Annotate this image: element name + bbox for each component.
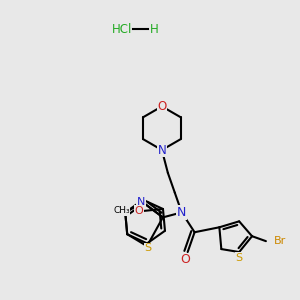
Text: CH₃: CH₃ bbox=[113, 206, 130, 215]
Text: S: S bbox=[145, 243, 152, 253]
Text: N: N bbox=[177, 206, 186, 219]
Text: S: S bbox=[236, 253, 243, 263]
Text: N: N bbox=[158, 143, 166, 157]
Text: O: O bbox=[181, 254, 190, 266]
Text: N: N bbox=[137, 196, 145, 206]
Text: Br: Br bbox=[274, 236, 286, 246]
Text: HCl: HCl bbox=[112, 22, 133, 36]
Text: H: H bbox=[150, 22, 159, 36]
Text: O: O bbox=[135, 206, 144, 216]
Text: O: O bbox=[157, 100, 167, 113]
